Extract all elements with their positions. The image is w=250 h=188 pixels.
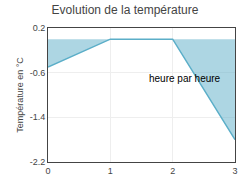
svg-text:3: 3: [232, 166, 237, 176]
svg-text:0.2: 0.2: [33, 23, 46, 33]
svg-text:2: 2: [170, 166, 175, 176]
svg-text:-1.4: -1.4: [30, 112, 46, 122]
svg-text:Evolution de la température: Evolution de la température: [52, 3, 199, 17]
svg-text:heure par heure: heure par heure: [149, 73, 221, 84]
svg-text:0: 0: [45, 166, 50, 176]
svg-text:1: 1: [108, 166, 113, 176]
svg-text:Température en °C: Température en °C: [15, 57, 25, 133]
svg-text:-2.2: -2.2: [30, 157, 46, 167]
svg-text:-0.6: -0.6: [30, 68, 46, 78]
